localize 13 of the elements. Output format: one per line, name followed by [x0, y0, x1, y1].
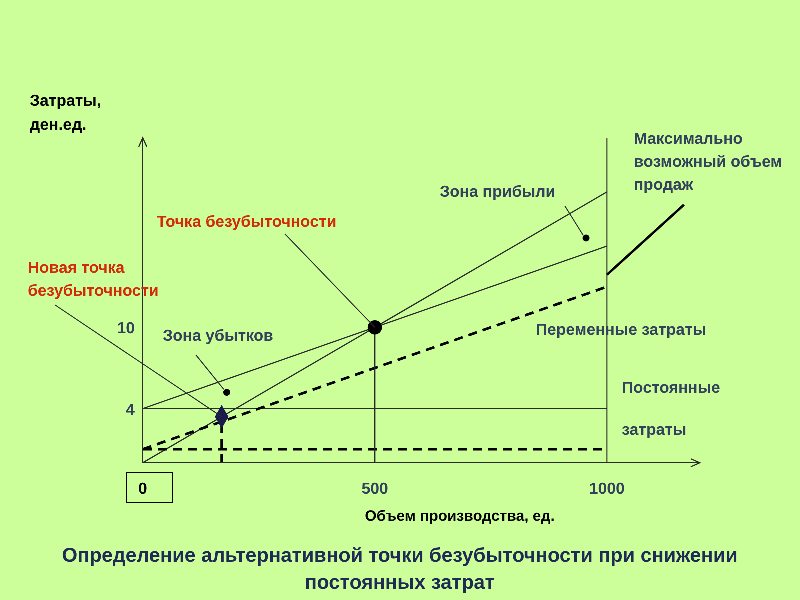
ref-line-label: Максимально возможный объем продаж: [634, 130, 784, 196]
x-tick-label: 500: [362, 481, 389, 498]
y-axis-title: Затраты, ден.ед.: [30, 92, 102, 136]
annotation: Зона убытков: [163, 327, 274, 347]
x-tick-label: 0: [138, 481, 148, 498]
y-tick-label: 10: [117, 320, 136, 338]
y-tick-label: 4: [126, 402, 136, 419]
x-axis-title: Объем производства, ед.: [364, 508, 556, 525]
text: Определение альтернативной точки безубыточности при снижении постоянных затрат: [61, 544, 739, 596]
annotation: Зона прибыли: [440, 183, 557, 203]
annotation: Точка безубыточности: [157, 213, 338, 233]
text: Постоянные затраты: [622, 380, 720, 439]
x-tick-label: 1000: [589, 481, 626, 498]
